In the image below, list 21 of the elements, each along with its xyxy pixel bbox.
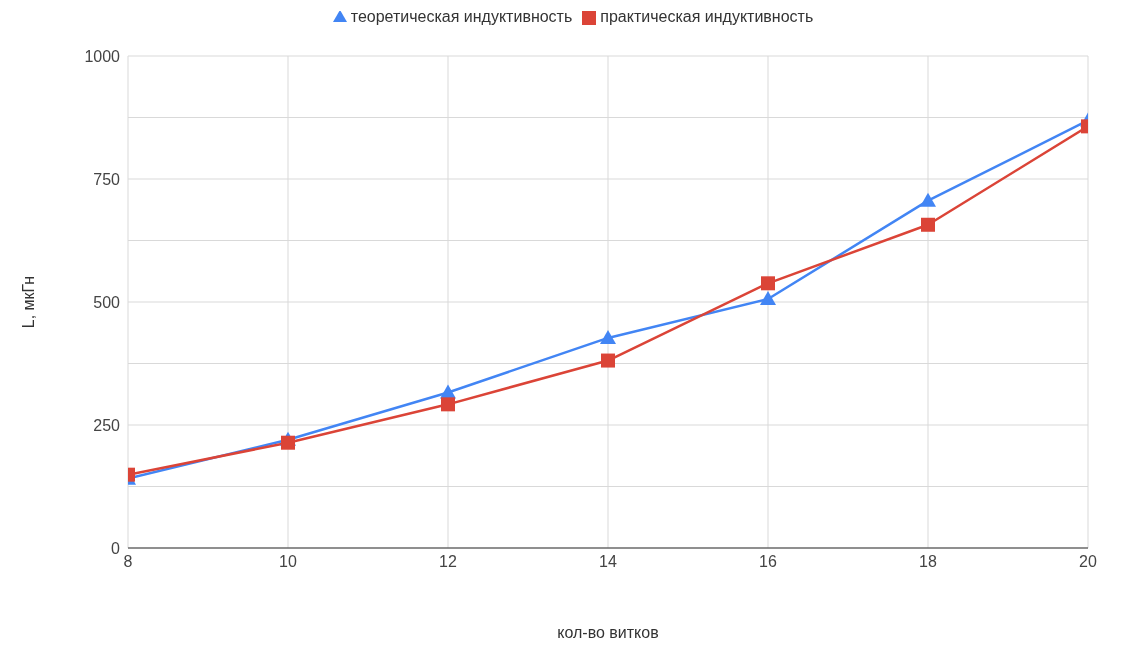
x-tick-label: 8 (123, 553, 133, 571)
y-axis-title: L, мкГн (19, 275, 37, 329)
x-tick-label: 10 (279, 553, 297, 571)
y-tick-label: 750 (93, 170, 121, 188)
legend-label: теоретическая индуктивность (350, 8, 573, 25)
x-tick-label: 14 (599, 553, 617, 571)
point (760, 291, 776, 306)
x-tick-label: 20 (1079, 553, 1097, 571)
point (761, 276, 775, 291)
x-tick-label: 16 (759, 553, 777, 571)
point (600, 329, 616, 344)
point (441, 397, 455, 412)
x-tick-label: 12 (439, 553, 457, 571)
x-tick-label: 18 (919, 553, 937, 571)
y-tick-label: 500 (93, 293, 121, 311)
y-tick-label: 0 (111, 539, 121, 557)
legend-label: практическая индуктивность (600, 8, 814, 25)
y-tick-label: 1000 (84, 47, 121, 65)
x-axis-title: кол-во витков (557, 624, 659, 641)
point (601, 353, 615, 368)
y-tick-label: 250 (93, 416, 121, 434)
